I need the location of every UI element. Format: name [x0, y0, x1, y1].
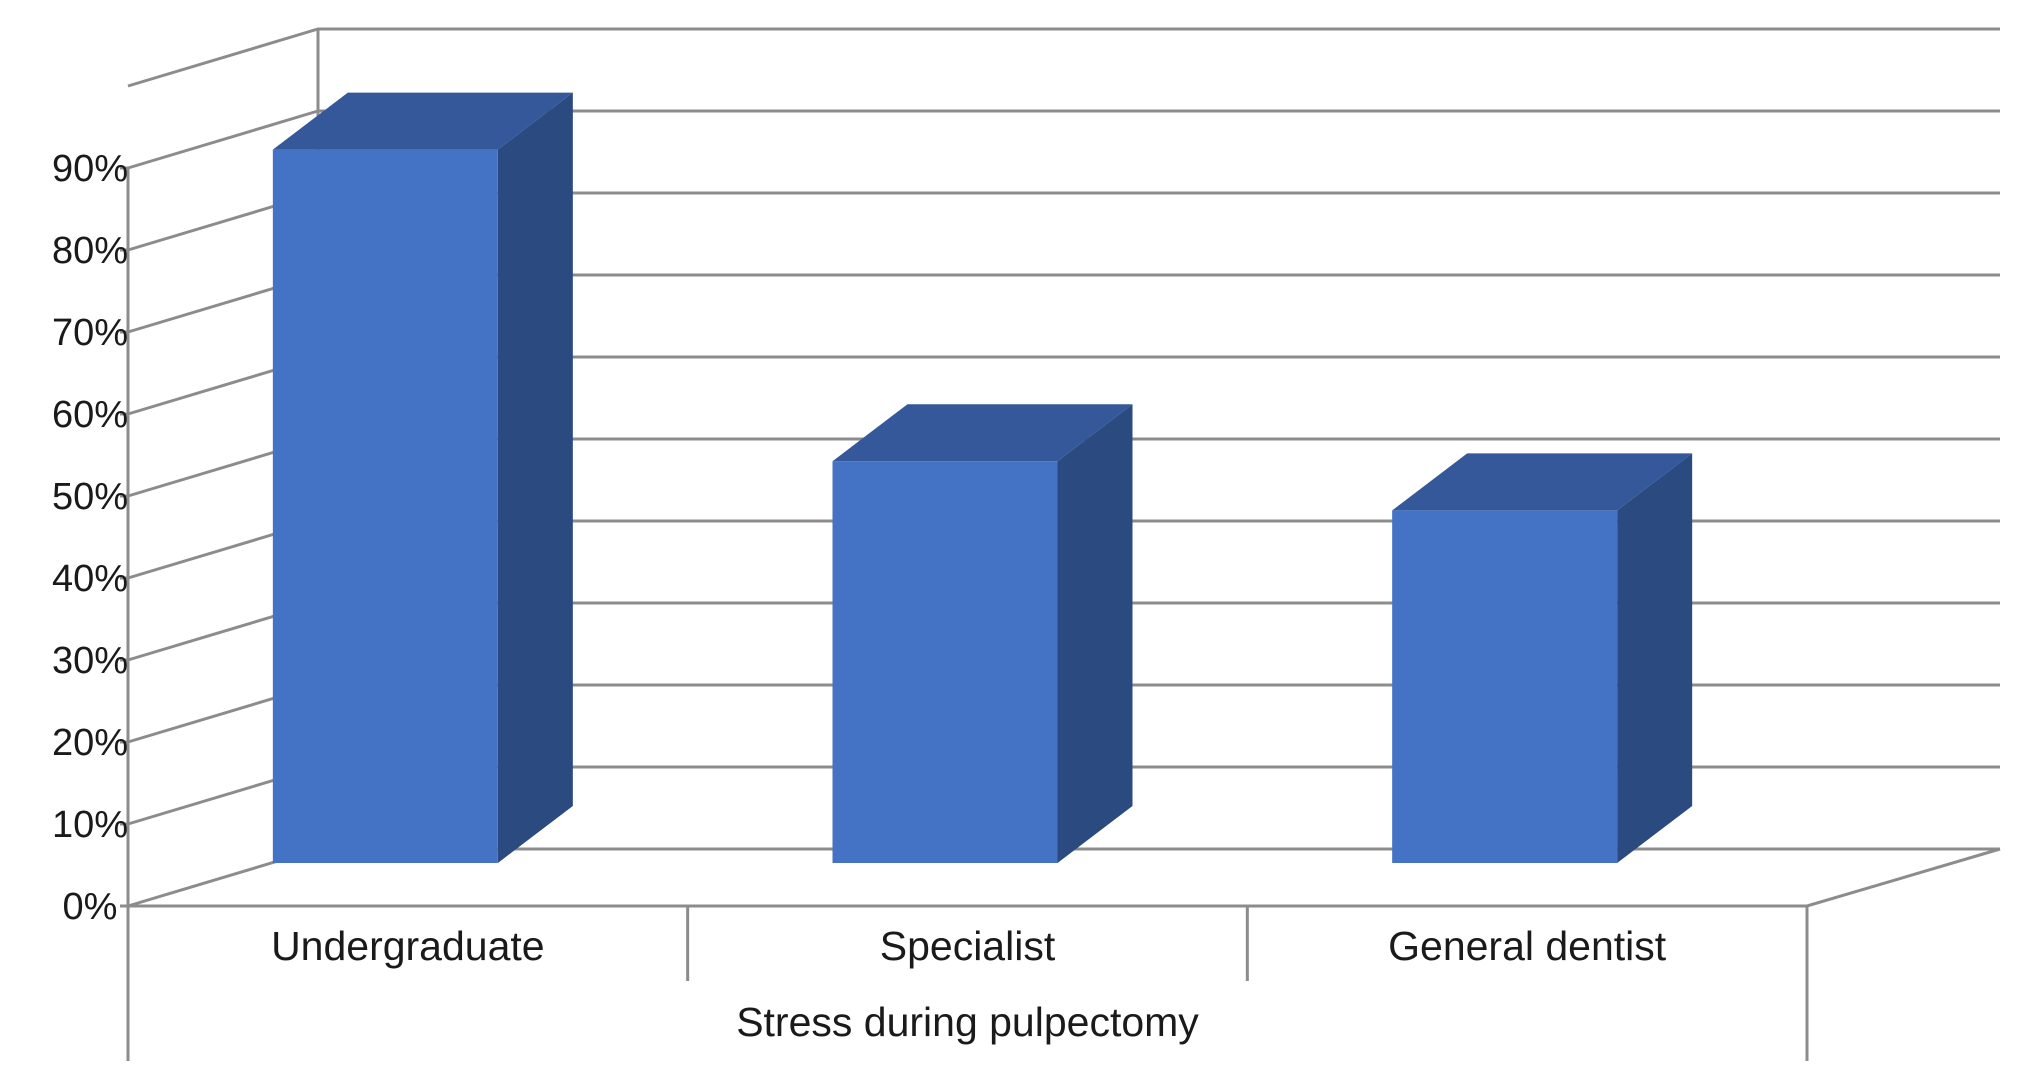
- y-tick-label: 40%: [52, 558, 128, 600]
- bar-front: [832, 461, 1058, 863]
- y-tick-label: 50%: [52, 476, 128, 518]
- y-tick-label: 0%: [63, 886, 118, 928]
- y-axis-tick-labels: 0% 10% 20% 30% 40% 50% 60% 70% 80% 90%: [52, 148, 128, 928]
- x-axis-group-label: Stress during pulpectomy: [736, 999, 1199, 1045]
- bar-top: [832, 404, 1133, 462]
- bar-top: [272, 92, 573, 150]
- y-tick-label: 80%: [52, 230, 128, 272]
- x-axis-category-labels: Undergraduate Specialist General dentist: [271, 923, 1667, 969]
- x-category-label: Specialist: [880, 923, 1056, 969]
- bar: [832, 404, 1133, 863]
- y-tick-label: 20%: [52, 722, 128, 764]
- bars: [272, 92, 1693, 864]
- x-category-label: Undergraduate: [271, 923, 545, 969]
- bar: [272, 92, 573, 864]
- bar-side: [497, 92, 573, 864]
- y-tick-label: 30%: [52, 640, 128, 682]
- gridline: [127, 27, 2000, 88]
- bar-side: [1057, 404, 1133, 863]
- y-tick-label: 60%: [52, 394, 128, 436]
- bar-front: [1392, 510, 1618, 863]
- bar-front: [272, 149, 498, 864]
- y-tick-label: 70%: [52, 312, 128, 354]
- y-tick-label: 90%: [52, 148, 128, 190]
- x-category-label: General dentist: [1388, 923, 1667, 969]
- bar-side: [1617, 453, 1693, 863]
- y-tick-label: 10%: [52, 804, 128, 846]
- bar: [1392, 453, 1693, 863]
- bar-top: [1392, 453, 1693, 511]
